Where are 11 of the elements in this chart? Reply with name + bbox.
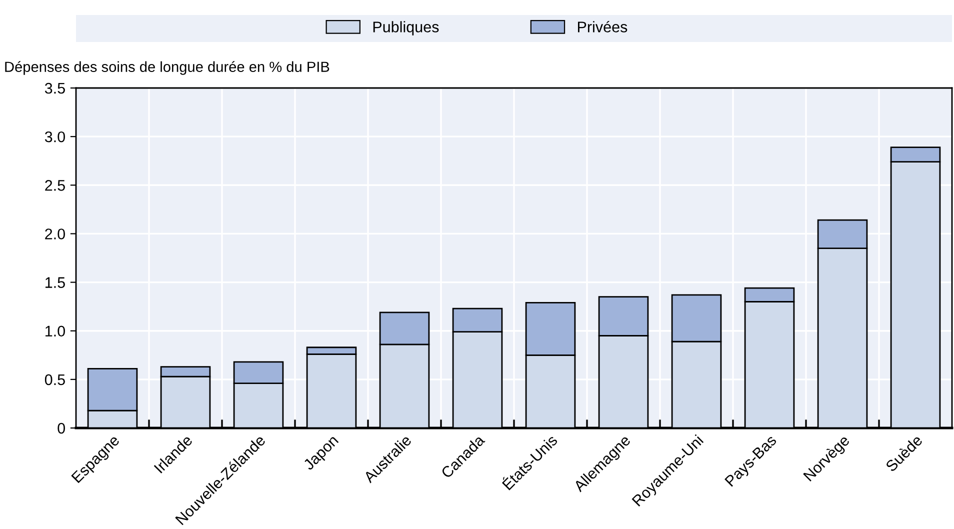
legend-label: Publiques [373, 21, 439, 36]
y-tick-label: 2.0 [45, 228, 65, 240]
legend-label: Privées [578, 20, 628, 32]
y-tick-label: 0 [58, 422, 65, 434]
y-tick-label: 3.5 [44, 82, 65, 94]
y-axis-title: Dépenses des soins de longue durée en % du PIB [5, 61, 330, 75]
y-tick-label: 1.5 [46, 277, 65, 288]
y-tick-label: 3.0 [44, 131, 65, 142]
y-tick-label: 0.5 [44, 374, 65, 386]
y-tick-label: 1.0 [46, 326, 65, 337]
y-tick-label: 2.5 [45, 180, 65, 191]
